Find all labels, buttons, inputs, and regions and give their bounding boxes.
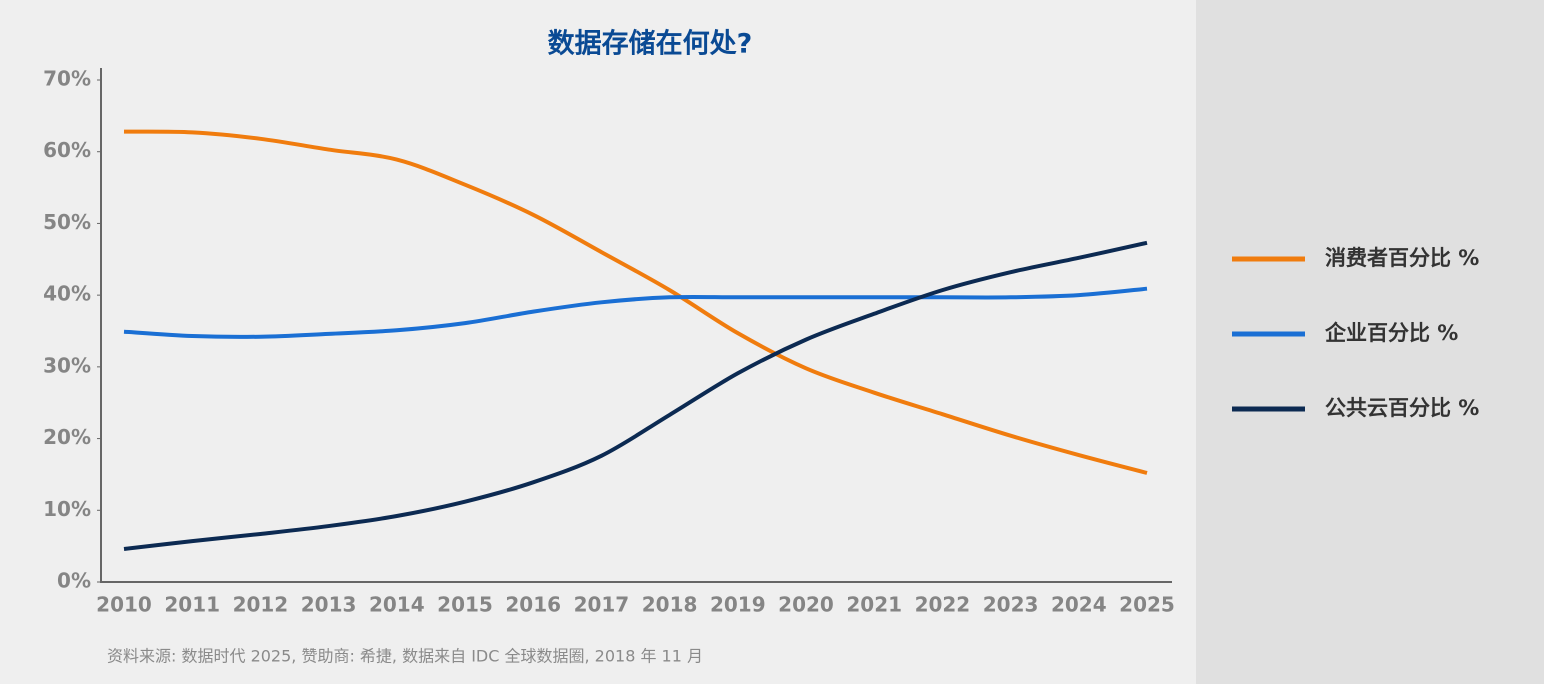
y-tick-label: 40% <box>43 282 91 306</box>
line-series <box>123 129 1148 475</box>
x-tick-label: 2020 <box>778 593 834 617</box>
x-tick-label: 2014 <box>369 593 425 617</box>
x-tick-label: 2011 <box>164 593 220 617</box>
x-tick-label: 2016 <box>505 593 561 617</box>
x-tick-label: 2023 <box>983 593 1039 617</box>
x-tick-label: 2021 <box>846 593 902 617</box>
plot-panel <box>0 0 1196 684</box>
x-tick-label: 2024 <box>1051 593 1107 617</box>
x-tick-label: 2018 <box>642 593 698 617</box>
chart-title: 数据存储在何处? <box>548 29 753 60</box>
source-note: 资料来源: 数据时代 2025, 赞助商: 希捷, 数据来自 IDC 全球数据圈… <box>107 647 703 666</box>
line-series <box>123 286 1148 339</box>
y-tick-label: 50% <box>43 210 91 234</box>
legend-panel <box>1196 0 1544 684</box>
y-tick-label: 60% <box>43 138 91 162</box>
y-tick-label: 10% <box>43 497 91 521</box>
x-tick-label: 2015 <box>437 593 493 617</box>
legend-label: 企业百分比 % <box>1324 321 1458 345</box>
x-tick-label: 2019 <box>710 593 766 617</box>
y-tick-label: 30% <box>43 353 91 377</box>
x-tick-label: 2017 <box>574 593 630 617</box>
x-tick-label: 2022 <box>915 593 971 617</box>
x-tick-label: 2012 <box>233 593 289 617</box>
y-tick-label: 70% <box>43 67 91 91</box>
legend-label: 消费者百分比 % <box>1325 246 1479 270</box>
y-tick-label: 20% <box>43 425 91 449</box>
x-tick-label: 2010 <box>96 593 152 617</box>
y-tick-label: 0% <box>57 569 91 593</box>
line-series <box>123 240 1148 551</box>
legend-label: 公共云百分比 % <box>1325 396 1479 420</box>
x-tick-label: 2013 <box>301 593 357 617</box>
x-tick-label: 2025 <box>1119 593 1175 617</box>
